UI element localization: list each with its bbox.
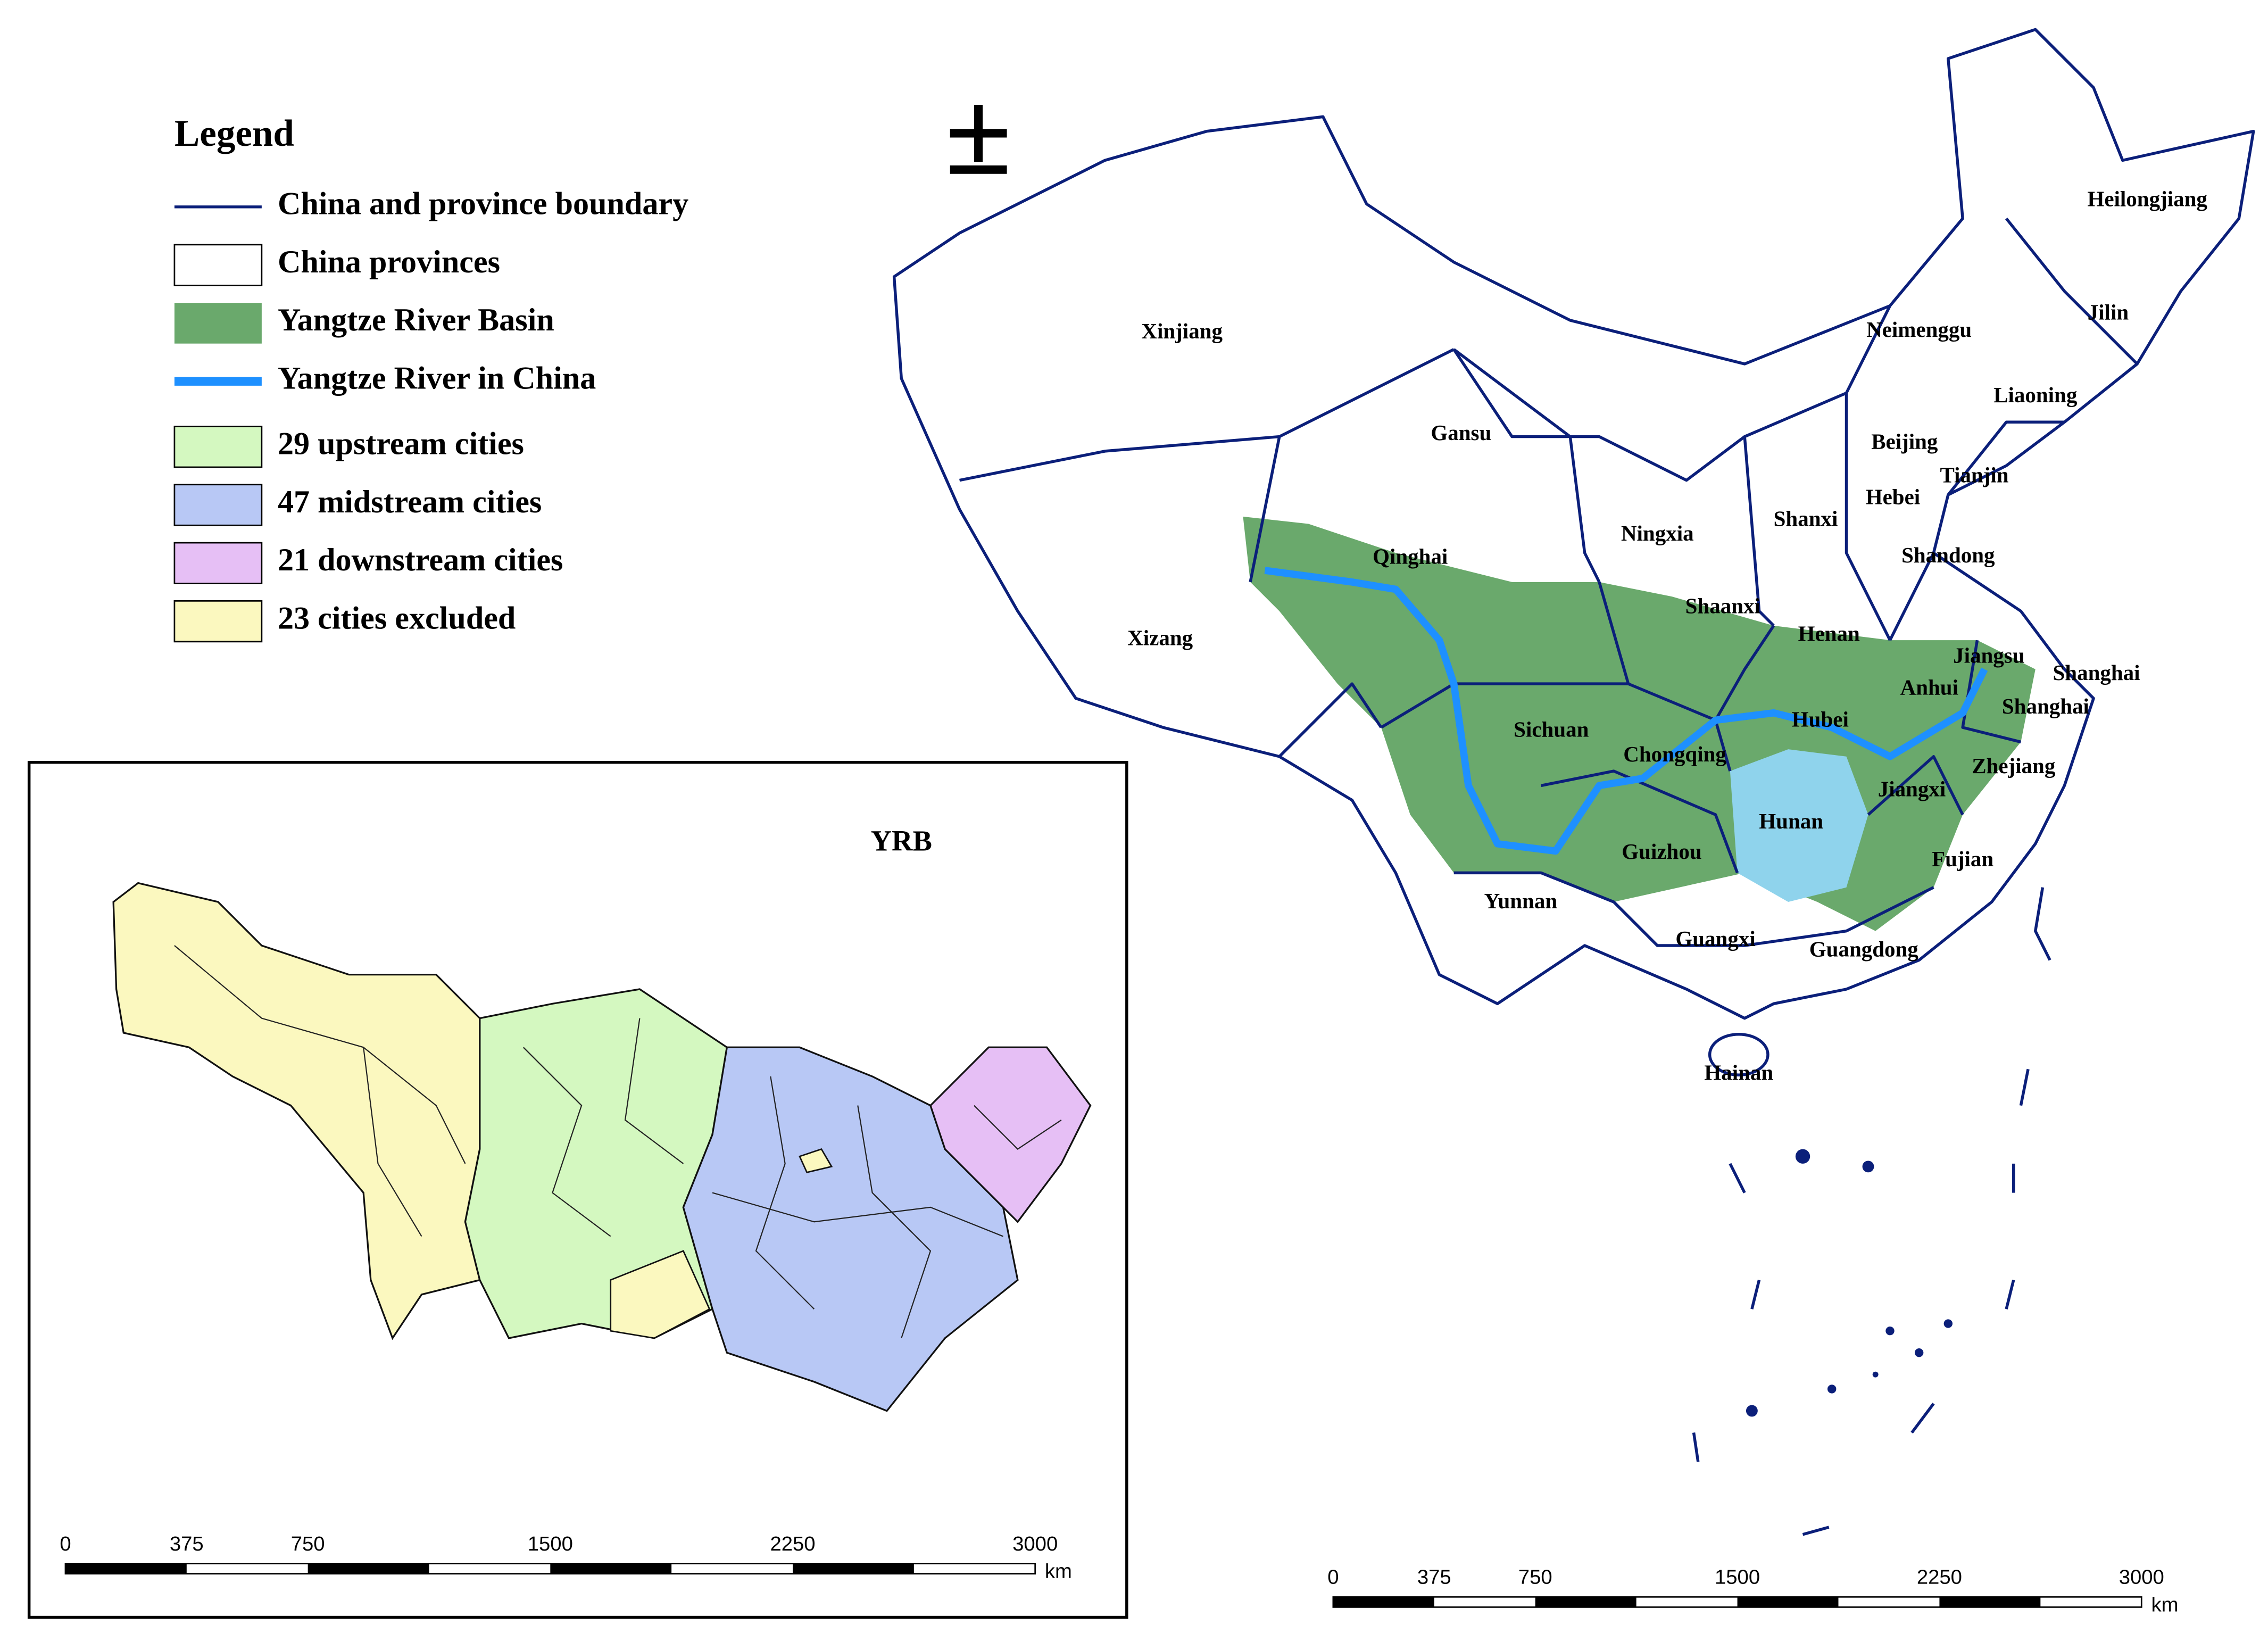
province-label: Xinjiang <box>1141 319 1223 343</box>
legend-label: 29 upstream cities <box>278 426 524 461</box>
province-label: Ningxia <box>1621 521 1694 545</box>
province-label: Shaanxi <box>1685 593 1760 618</box>
dashed-boundary <box>1692 1068 2030 1536</box>
province-label: Hunan <box>1759 809 1823 833</box>
province-label: Heilongjiang <box>2087 186 2207 211</box>
province-label: Guizhou <box>1622 839 1701 864</box>
province-label: Hebei <box>1866 484 1920 509</box>
scale-bar-segment <box>308 1563 429 1574</box>
province-label: Guangdong <box>1809 936 1919 961</box>
province-label: Zhejiang <box>1972 753 2056 778</box>
north-arrow: ± <box>945 65 1012 201</box>
scale-label: 375 <box>170 1532 204 1555</box>
province-label: Jiangsu <box>1953 643 2024 667</box>
scale-bar-segment <box>1535 1597 1636 1607</box>
province-label: Jiangxi <box>1878 777 1946 801</box>
scale-unit: km <box>1045 1560 1072 1583</box>
scale-label: 0 <box>60 1532 71 1555</box>
islands <box>1746 1149 1953 1417</box>
legend-label: Yangtze River Basin <box>278 302 554 338</box>
province-label: Shanxi <box>1774 506 1838 531</box>
legend-label: 21 downstream cities <box>278 542 563 578</box>
scale-label: 1500 <box>528 1532 573 1555</box>
scale-bar-segment <box>793 1563 914 1574</box>
province-label: Guangxi <box>1675 926 1755 951</box>
scale-bar-segment <box>1939 1597 2041 1607</box>
scale-unit: km <box>2151 1594 2178 1617</box>
legend-label: China provinces <box>278 244 500 280</box>
province-label: Shanghai <box>2002 694 2089 718</box>
legend-label: 23 cities excluded <box>278 600 516 636</box>
province-label: Henan <box>1798 621 1860 645</box>
province-label: Jilin <box>2088 300 2129 324</box>
province-label: Tianjin <box>1940 462 2008 487</box>
province-label: Sichuan <box>1514 717 1589 742</box>
scale-bar-segment <box>65 1563 187 1574</box>
inset-title: YRB <box>871 824 932 857</box>
yangtze-river <box>1264 567 1988 855</box>
scale-bar-segment <box>1737 1597 1839 1607</box>
province-labels: Xinjiang Gansu Qinghai Xizang Neimenggu Heilo… <box>1127 186 2207 1084</box>
scale-bar-segment <box>550 1563 672 1574</box>
province-label: Shandong <box>1901 543 1995 567</box>
province-label: Liaoning <box>1993 383 2078 407</box>
legend-label: Yangtze River in China <box>278 361 596 396</box>
scale-bar-segment <box>1333 1597 1434 1607</box>
inset-map <box>112 882 1092 1412</box>
scale-label: 375 <box>1417 1566 1451 1589</box>
province-label: Hubei <box>1792 707 1849 732</box>
legend-title: Legend <box>175 113 294 154</box>
scale-label: 3000 <box>1012 1532 1058 1555</box>
legend-swatches <box>173 205 263 643</box>
hunan-highlight <box>1730 749 1868 902</box>
province-label: Qinghai <box>1373 544 1448 569</box>
province-label: Beijing <box>1871 429 1938 454</box>
province-label: Anhui <box>1900 675 1958 699</box>
scale-label: 0 <box>1327 1566 1339 1589</box>
legend-label: 47 midstream cities <box>278 484 542 520</box>
scale-label: 2250 <box>770 1532 815 1555</box>
scale-label: 3000 <box>2119 1566 2164 1589</box>
china-outline <box>892 28 2255 1020</box>
province-label: Gansu <box>1431 420 1491 445</box>
scale-bars: 0 375 750 1500 2250 3000 km 0 375 750 1500 2250 3000… <box>60 1532 2178 1617</box>
province-label: Fujian <box>1932 847 1993 871</box>
province-label: Shanghai <box>2053 660 2140 685</box>
province-label: Xizang <box>1127 626 1193 650</box>
province-label: Yunnan <box>1484 889 1558 913</box>
province-label: Chongqing <box>1623 742 1726 766</box>
scale-label: 1500 <box>1715 1566 1760 1589</box>
scale-label: 2250 <box>1917 1566 1962 1589</box>
scale-label: 750 <box>291 1532 325 1555</box>
legend-label: China and province boundary <box>278 186 688 222</box>
yangtze-basin <box>1243 516 2036 931</box>
province-label: Neimenggu <box>1866 317 1972 342</box>
scale-label: 750 <box>1518 1566 1552 1589</box>
province-label: Hainan <box>1704 1060 1773 1085</box>
